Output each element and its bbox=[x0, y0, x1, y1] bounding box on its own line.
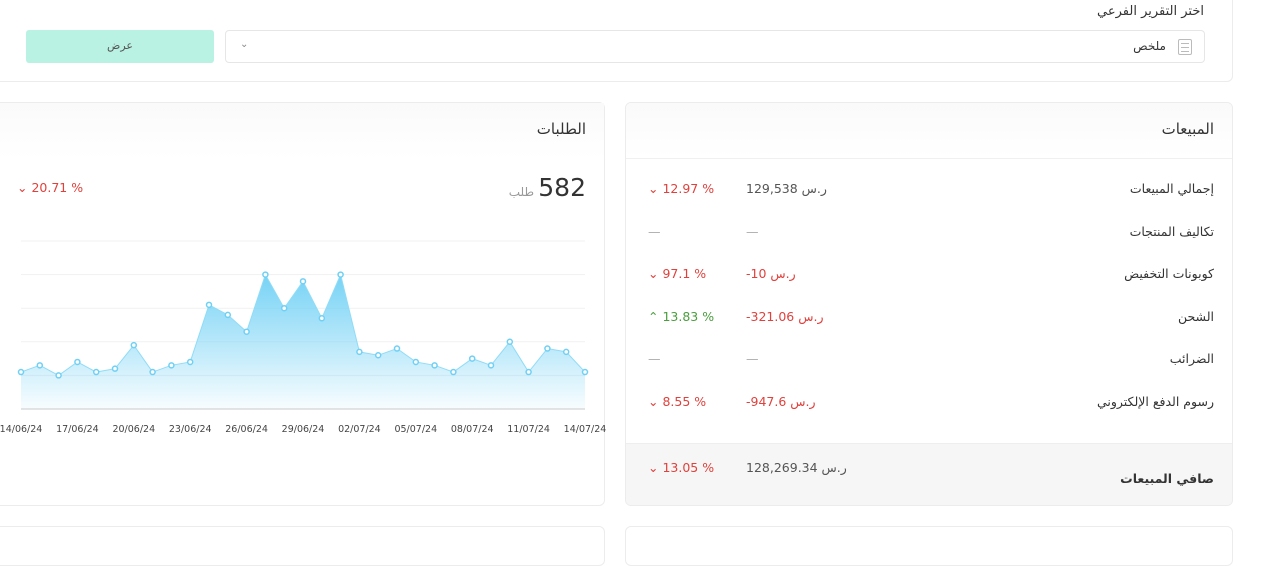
show-button[interactable]: عرض bbox=[26, 30, 214, 63]
x-tick-label: 17/06/24 bbox=[56, 424, 99, 435]
data-point[interactable] bbox=[243, 328, 250, 335]
x-tick-label: 14/07/24 bbox=[564, 424, 606, 435]
subreport-select[interactable]: ملخص ⌄ bbox=[225, 30, 1205, 63]
row-label: الضرائب bbox=[1169, 351, 1214, 367]
x-tick-label: 26/06/24 bbox=[225, 424, 268, 435]
row-amount: — bbox=[746, 351, 759, 367]
row-amount: — bbox=[746, 223, 759, 239]
data-point[interactable] bbox=[374, 351, 382, 359]
report-filter-card: اختر التقرير الفرعي ملخص ⌄ عرض bbox=[0, 0, 1233, 82]
net-sales-amount: 128,269.34 ر.س bbox=[746, 460, 847, 475]
orders-unit: طلب bbox=[508, 185, 534, 199]
row-change: — bbox=[648, 223, 661, 239]
net-sales-row: صافي المبيعات 128,269.34 ر.س ⌄ 13.05 % bbox=[626, 443, 1232, 505]
chevron-down-icon: ⌄ bbox=[240, 39, 249, 50]
x-tick-label: 11/07/24 bbox=[507, 424, 550, 435]
data-point[interactable] bbox=[186, 358, 194, 366]
sales-row: رسوم الدفع الإلكتروني -947.6 ر.س ⌄ 8.55 … bbox=[626, 388, 1232, 418]
data-point[interactable] bbox=[356, 348, 363, 356]
data-point[interactable] bbox=[17, 368, 25, 376]
sales-row: تكاليف المنتجات — — bbox=[626, 218, 1232, 248]
data-point[interactable] bbox=[205, 301, 213, 309]
orders-title: الطلبات bbox=[536, 120, 586, 138]
bottom-right-card bbox=[625, 526, 1233, 566]
data-point[interactable] bbox=[92, 368, 100, 376]
data-point[interactable] bbox=[224, 311, 232, 319]
row-amount: -10 ر.س bbox=[746, 266, 796, 282]
data-point[interactable] bbox=[149, 368, 156, 376]
row-change: — bbox=[648, 351, 661, 367]
row-change: ⌄ 97.1 % bbox=[648, 266, 707, 282]
data-point[interactable] bbox=[55, 372, 62, 379]
row-amount: 129,538 ر.س bbox=[746, 181, 827, 196]
bottom-left-card bbox=[0, 526, 605, 566]
sales-row: الضرائب — — bbox=[626, 345, 1232, 375]
row-amount: -947.6 ر.س bbox=[746, 394, 816, 409]
sales-title: المبيعات bbox=[1161, 120, 1214, 138]
x-tick-label: 02/07/24 bbox=[338, 424, 381, 435]
row-change: ⌃ 13.83 % bbox=[648, 308, 715, 324]
row-change: ⌄ 12.97 % bbox=[648, 181, 715, 196]
row-label: كوبونات التخفيض bbox=[1124, 266, 1214, 282]
x-tick-label: 14/06/24 bbox=[0, 424, 42, 435]
data-point[interactable] bbox=[450, 368, 457, 376]
data-point[interactable] bbox=[487, 362, 495, 369]
area-fill bbox=[21, 274, 585, 409]
data-point[interactable] bbox=[111, 365, 119, 372]
data-point[interactable] bbox=[412, 358, 420, 366]
data-point[interactable] bbox=[299, 278, 307, 285]
document-icon bbox=[1178, 39, 1192, 55]
data-point[interactable] bbox=[36, 362, 44, 369]
row-label: رسوم الدفع الإلكتروني bbox=[1096, 394, 1214, 409]
row-label: إجمالي المبيعات bbox=[1129, 181, 1214, 196]
orders-total: 582 bbox=[538, 173, 586, 202]
subreport-label: اختر التقرير الفرعي bbox=[1097, 4, 1204, 19]
row-label: الشحن bbox=[1177, 308, 1214, 324]
sales-row: الشحن -321.06 ر.س ⌃ 13.83 % bbox=[626, 303, 1232, 333]
data-point[interactable] bbox=[581, 368, 589, 376]
data-point[interactable] bbox=[525, 368, 532, 376]
net-sales-change: ⌄ 13.05 % bbox=[648, 460, 715, 475]
row-change: ⌄ 8.55 % bbox=[648, 394, 707, 409]
orders-card: الطلبات 582 طلب ⌄ 20.71 % 14/06/24 17/06/… bbox=[0, 102, 606, 506]
sales-row: إجمالي المبيعات 129,538 ر.س ⌄ 12.97 % bbox=[626, 175, 1232, 205]
data-point[interactable] bbox=[337, 271, 344, 278]
sales-row: كوبونات التخفيض -10 ر.س ⌄ 97.1 % bbox=[626, 260, 1232, 290]
data-point[interactable] bbox=[562, 348, 570, 356]
x-tick-label: 23/06/24 bbox=[169, 424, 212, 435]
data-point[interactable] bbox=[280, 304, 288, 312]
sales-card: المبيعات إجمالي المبيعات 129,538 ر.س ⌄ 1… bbox=[625, 102, 1233, 506]
x-tick-label: 29/06/24 bbox=[282, 424, 325, 435]
data-point[interactable] bbox=[393, 345, 401, 352]
x-tick-label: 08/07/24 bbox=[451, 424, 494, 435]
x-tick-label: 05/07/24 bbox=[394, 424, 437, 435]
orders-chart: 14/06/24 17/06/24 20/06/24 23/06/24 26/06/24… bbox=[0, 240, 606, 435]
data-point[interactable] bbox=[130, 341, 138, 349]
data-point[interactable] bbox=[506, 338, 514, 346]
x-tick-label: 20/06/24 bbox=[112, 424, 155, 435]
data-point[interactable] bbox=[318, 315, 326, 322]
data-point[interactable] bbox=[431, 362, 438, 369]
row-amount: -321.06 ر.س bbox=[746, 308, 824, 324]
data-point[interactable] bbox=[468, 355, 476, 362]
data-point[interactable] bbox=[74, 358, 81, 366]
data-point[interactable] bbox=[168, 362, 175, 369]
row-label: تكاليف المنتجات bbox=[1129, 223, 1214, 239]
data-point[interactable] bbox=[544, 345, 551, 352]
net-sales-label: صافي المبيعات bbox=[1120, 471, 1214, 486]
orders-change: ⌄ 20.71 % bbox=[17, 180, 84, 195]
data-point[interactable] bbox=[262, 271, 269, 278]
subreport-selected: ملخص bbox=[1133, 39, 1166, 53]
